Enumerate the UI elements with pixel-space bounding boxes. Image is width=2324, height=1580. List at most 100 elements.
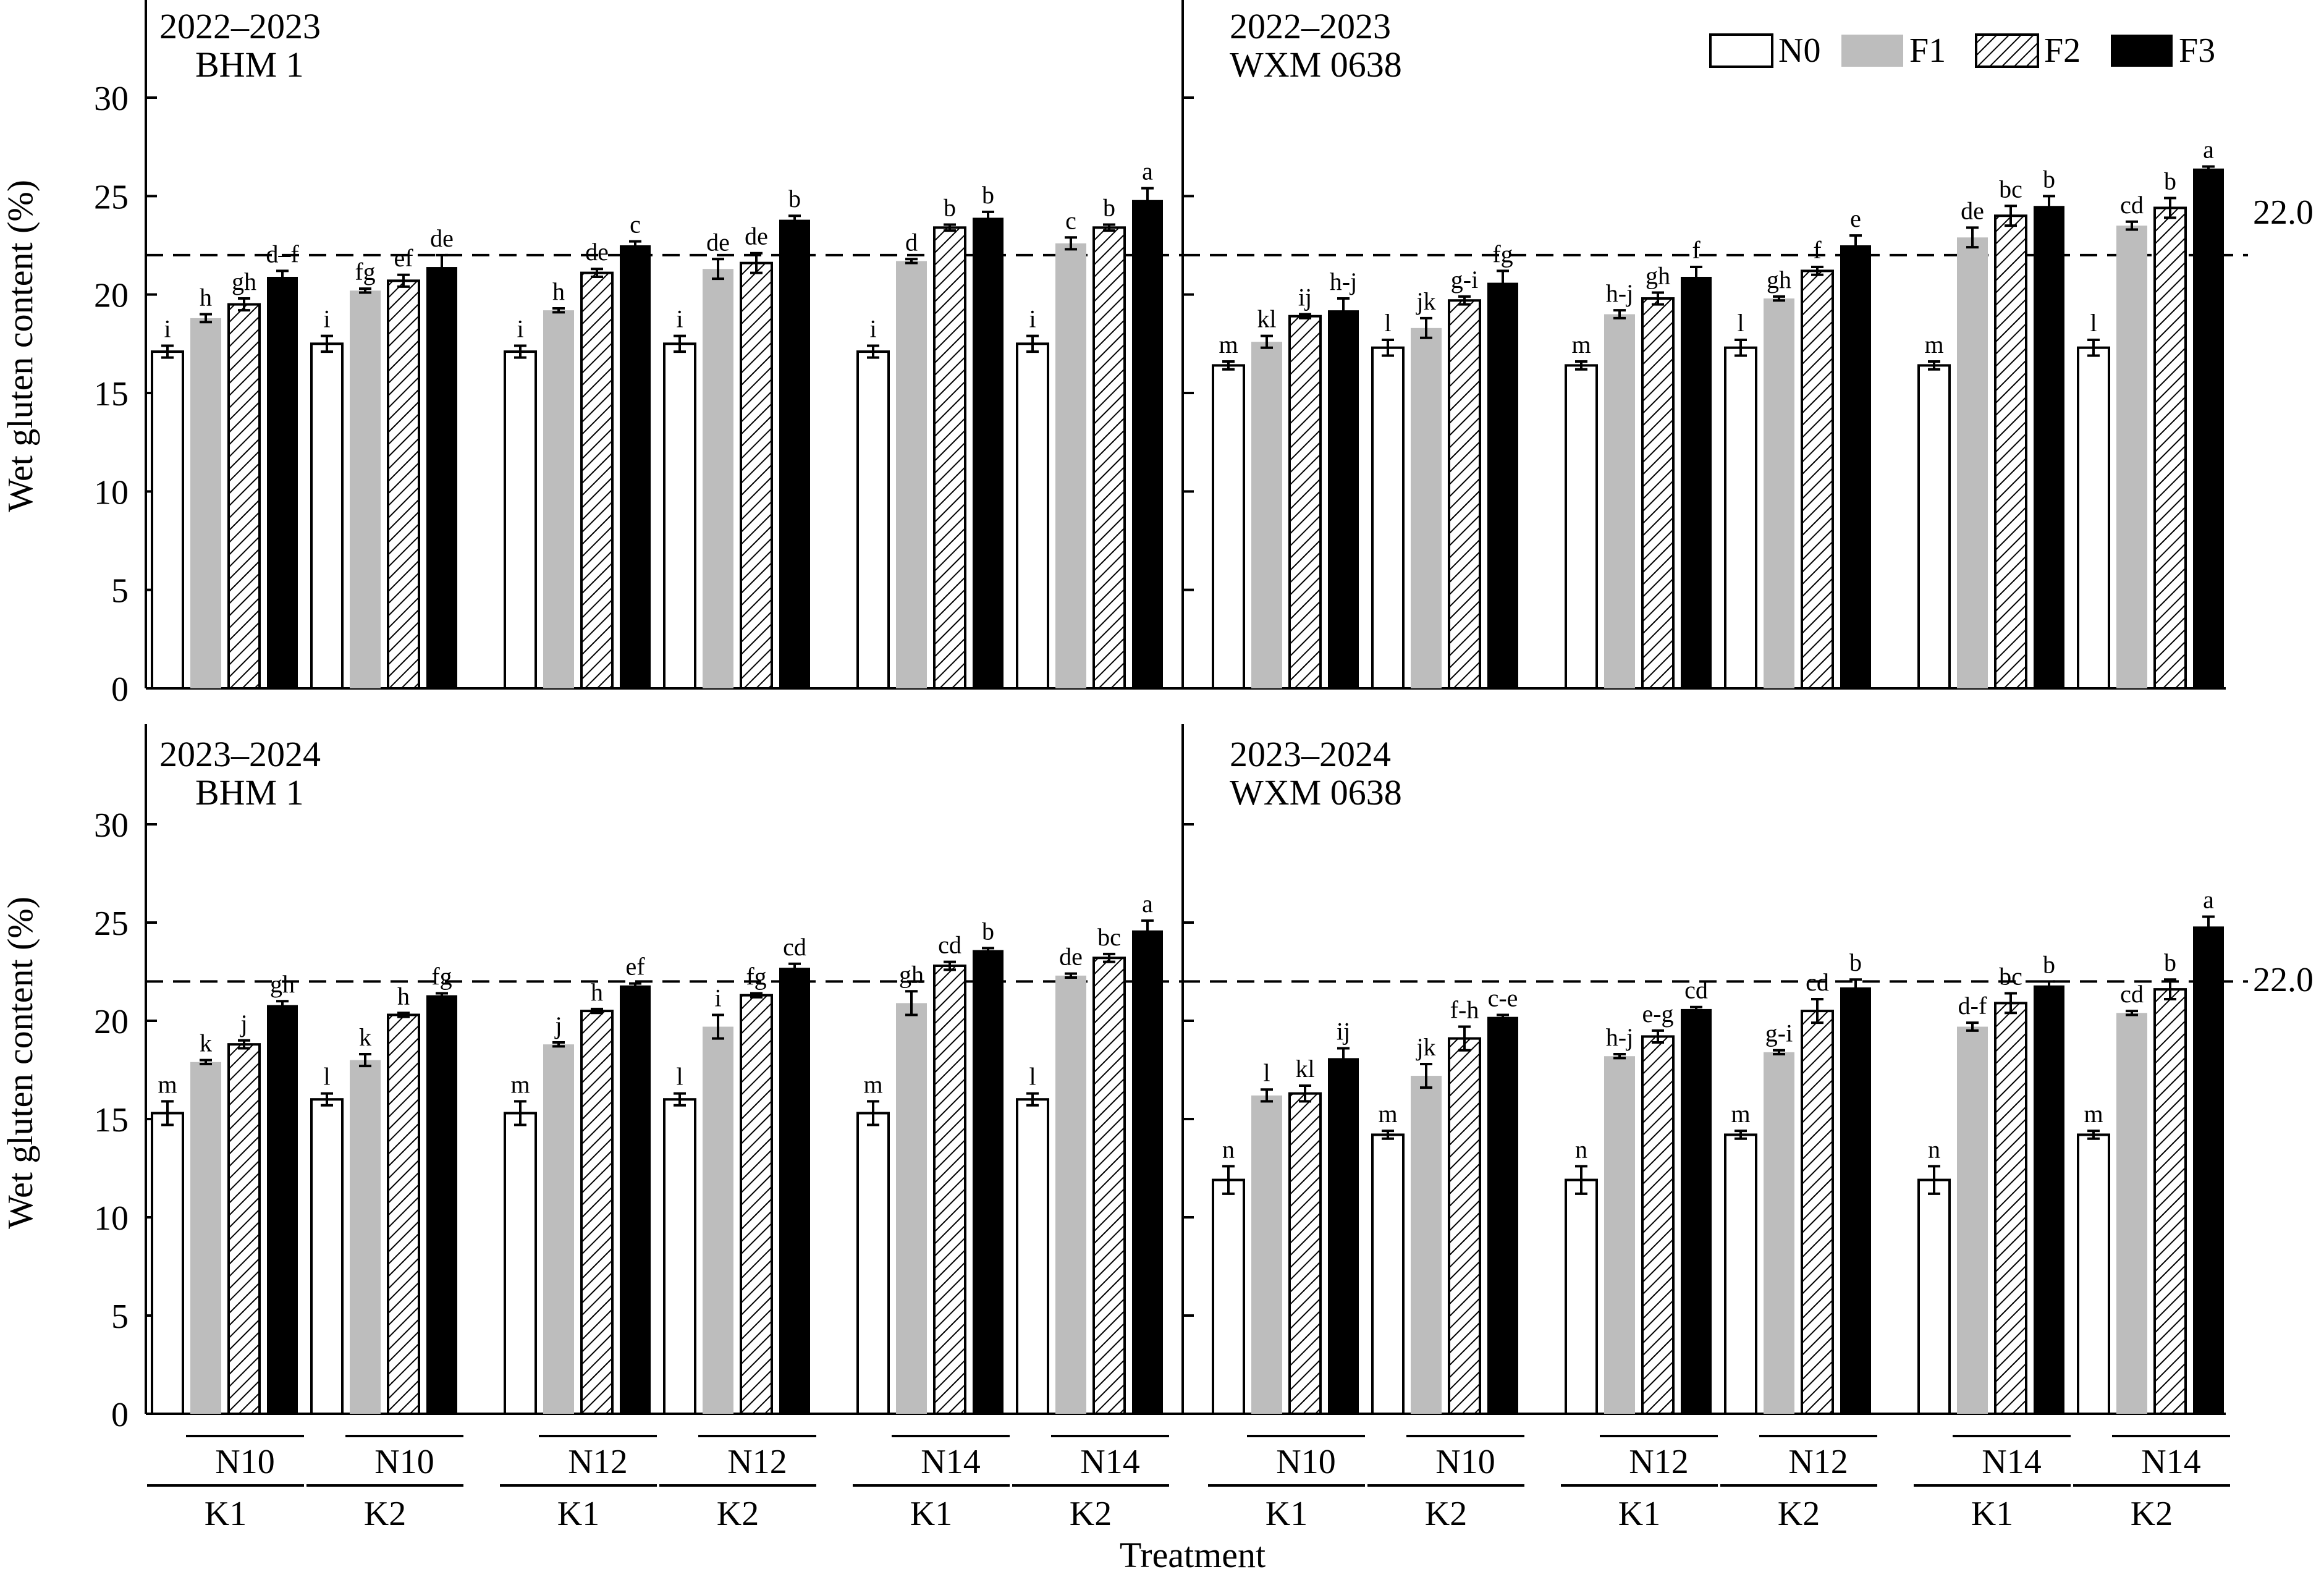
bar-n0	[663, 1098, 696, 1415]
panel-title: 2023–2024	[159, 734, 321, 774]
significance-label: fg	[746, 962, 766, 990]
y-tick-label: 25	[94, 178, 129, 216]
k-group-label: K1	[910, 1495, 952, 1533]
bar-f1	[896, 261, 927, 688]
k-group-label: K2	[1425, 1495, 1467, 1533]
bar-f2	[1994, 214, 2027, 690]
n-group-label: N10	[1435, 1443, 1495, 1481]
significance-label: ij	[1298, 284, 1312, 311]
bar-f2	[933, 226, 966, 690]
bar-f1	[1764, 1052, 1794, 1414]
bar-f2	[1288, 1092, 1322, 1416]
significance-label: de	[1059, 943, 1083, 971]
k-group-label: K1	[1971, 1495, 2013, 1533]
significance-label: f	[1692, 236, 1701, 264]
significance-label: i	[676, 305, 683, 333]
legend-swatch-n0	[1709, 33, 1773, 68]
legend-label-f3: F3	[2179, 32, 2215, 70]
y-tick-label: 5	[111, 572, 129, 610]
significance-label: h-j	[1606, 1023, 1633, 1051]
bar-f2	[740, 261, 773, 690]
significance-label: ef	[625, 953, 645, 981]
significance-label: m	[1924, 331, 1943, 358]
bar-f1	[1411, 1076, 1442, 1414]
bar-f2	[387, 279, 420, 690]
legend-label-n0: N0	[1778, 32, 1820, 70]
bar-f2	[1092, 226, 1126, 690]
bar-f1	[2116, 1013, 2147, 1414]
bar-n0	[1565, 364, 1598, 690]
bar-n0	[1724, 346, 1757, 690]
n-group-label: N14	[1982, 1443, 2041, 1481]
y-tick-label: 10	[94, 1199, 129, 1238]
bar-f1	[2116, 226, 2147, 689]
significance-label: bc	[1999, 962, 2022, 990]
significance-label: bc	[1097, 923, 1121, 951]
significance-label: fg	[431, 962, 452, 990]
significance-label: cd	[1684, 976, 1708, 1004]
significance-label: b	[2164, 948, 2176, 976]
bar-n0	[2077, 346, 2110, 690]
significance-label: de	[430, 224, 454, 252]
bar-f1	[190, 1062, 221, 1414]
bar-n0	[504, 1112, 537, 1415]
significance-label: b	[944, 194, 956, 222]
bar-f1	[1055, 243, 1086, 688]
legend-label-f2: F2	[2044, 32, 2081, 70]
significance-label: a	[2203, 136, 2214, 164]
bar-f2	[387, 1013, 420, 1415]
legend-swatch-f3	[2111, 35, 2173, 67]
k-group-label: K1	[1266, 1495, 1308, 1533]
significance-label: gh	[899, 960, 924, 988]
significance-label: k	[200, 1029, 212, 1057]
bar-n0	[1565, 1178, 1598, 1415]
significance-label: l	[2090, 309, 2097, 337]
bar-f2	[1448, 299, 1481, 690]
bar-n0	[310, 342, 344, 690]
significance-label: b	[788, 185, 801, 213]
bar-n0	[2077, 1133, 2110, 1415]
bar-f2	[933, 964, 966, 1415]
significance-label: b	[982, 181, 994, 209]
significance-label: gh	[232, 268, 256, 295]
bar-n0	[151, 1112, 184, 1415]
significance-label: d–f	[266, 240, 299, 268]
y-axis-title-bottom: Wet gluten content (%)	[0, 897, 40, 1229]
significance-label: l	[676, 1063, 683, 1091]
significance-label: cd	[783, 933, 806, 961]
significance-label: gh	[1646, 261, 1670, 289]
significance-label: l	[1263, 1058, 1270, 1086]
significance-label: h	[591, 978, 603, 1006]
bar-n0	[663, 342, 696, 690]
panel-subtitle: BHM 1	[195, 44, 304, 85]
significance-label: e-g	[1642, 1000, 1673, 1028]
n-group-label: N10	[1276, 1443, 1335, 1481]
bar-n0	[151, 350, 184, 690]
k-group-label: K2	[1778, 1495, 1820, 1533]
y-tick-label: 30	[94, 80, 129, 118]
reference-label-top: 22.0	[2253, 193, 2313, 232]
k-group-label: K2	[717, 1495, 759, 1533]
significance-label: h-j	[1330, 268, 1357, 295]
k-group-label: K2	[2131, 1495, 2173, 1533]
bar-f3	[267, 276, 298, 688]
bar-f1	[703, 269, 733, 688]
significance-label: de	[1961, 196, 1984, 224]
n-group-label: N14	[2141, 1443, 2200, 1481]
bar-f2	[580, 271, 614, 690]
significance-label: b	[1849, 948, 1862, 976]
bar-f2	[1801, 269, 1834, 690]
bar-f2	[1641, 1035, 1675, 1415]
significance-label: jk	[1415, 1033, 1435, 1061]
y-tick-label: 5	[111, 1298, 129, 1336]
bar-f1	[1957, 237, 1988, 689]
x-axis-title: Treatment	[1120, 1535, 1266, 1575]
bar-f3	[779, 219, 810, 688]
bar-n0	[1371, 346, 1405, 690]
significance-label: m	[1731, 1100, 1750, 1128]
significance-label: l	[1384, 309, 1391, 337]
significance-label: l	[323, 1063, 330, 1091]
significance-label: bc	[1999, 175, 2022, 203]
significance-label: g-i	[1451, 266, 1478, 294]
